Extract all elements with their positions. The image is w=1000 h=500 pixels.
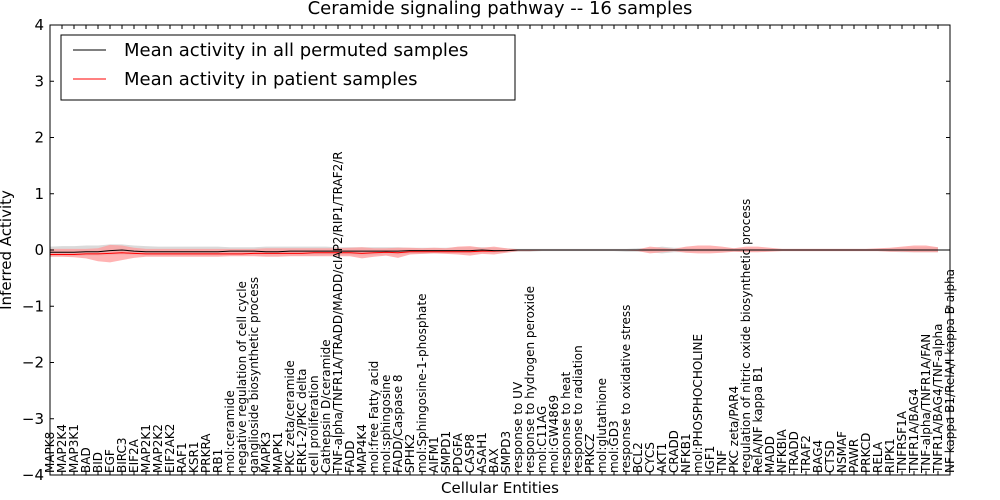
y-tick-label: −1 [22, 297, 44, 315]
x-axis-label: Cellular Entities [441, 479, 559, 497]
y-tick-label: 1 [34, 185, 44, 203]
x-tick-label: SMPD1 [439, 431, 453, 473]
x-tick-label: response to oxidative stress [619, 305, 633, 473]
x-tick-label: PKC zeta/PAR4 [727, 386, 741, 473]
x-tick-label: MAP2K4 [55, 424, 69, 473]
x-tick-label: MAPK3 [259, 432, 273, 473]
x-tick-label: mol:GD3 [607, 420, 621, 473]
x-tick-label: TNF-alpha/TNFR1A/FAN [919, 334, 933, 474]
y-tick-label: −3 [22, 410, 44, 428]
x-tick-label: mol:PHOSPHOCHOLINE [691, 334, 705, 473]
y-axis-label: Inferred Activity [0, 190, 15, 310]
x-tick-label: ASAH1 [475, 432, 489, 473]
x-tick-label: cell proliferation [307, 375, 321, 473]
x-tick-label: MAP4K4 [355, 424, 369, 473]
x-tick-label: mol:Sphingosine-1-phosphate [415, 294, 429, 474]
y-tick-label: −2 [22, 354, 44, 372]
y-tick-label: 4 [34, 16, 44, 34]
x-axis-ticks: MAPK8MAP2K4MAP3K1BADBIDEGFBIRC3EIF2AMAP2… [43, 25, 957, 475]
x-tick-label: mol:glutathione [595, 378, 609, 473]
x-tick-label: TNFR1A/BAG4 [907, 388, 921, 474]
x-tick-label: mol:GW4869 [547, 395, 561, 473]
x-tick-label: Cathepsin D/ceramide [319, 339, 333, 473]
x-tick-label: TNFR1A/BAG4/TNF-alpha [931, 324, 945, 474]
x-tick-label: regulation of nitric oxide biosynthetic … [739, 199, 753, 473]
x-tick-label: AKT1 [655, 443, 669, 473]
x-tick-label: PRKRA [199, 433, 213, 473]
x-tick-label: EIF2A [127, 438, 141, 473]
x-tick-label: CRADD [667, 430, 681, 473]
x-tick-label: EGF [103, 449, 117, 473]
x-tick-label: BIRC3 [115, 437, 129, 473]
x-tick-label: BAD [79, 447, 93, 473]
y-tick-label: −4 [22, 466, 44, 484]
x-tick-label: response to hydrogen peroxide [523, 286, 537, 473]
x-tick-label: PKC zeta/ceramide [283, 360, 297, 473]
x-tick-label: CYCS [643, 442, 657, 473]
x-tick-label: IGF1 [703, 446, 717, 473]
x-tick-label: MAPK1 [271, 432, 285, 473]
permuted-mean-line [50, 249, 950, 253]
x-tick-label: BAX [487, 448, 501, 473]
x-tick-label: MAP2K2 [151, 424, 165, 473]
x-tick-label: BCL2 [631, 442, 645, 473]
x-tick-label: TNFRSF1A [895, 410, 909, 474]
x-tick-label: BID [91, 452, 105, 473]
x-tick-label: PRKCZ [583, 434, 597, 473]
x-tick-label: RELA [871, 441, 885, 473]
x-tick-label: negative regulation of cell cycle [235, 281, 249, 473]
x-tick-label: response to heat [559, 371, 573, 473]
x-tick-label: response to UV [511, 381, 525, 473]
x-tick-label: RelA/NF kappa B1 [751, 366, 765, 473]
x-tick-label: RB1 [211, 449, 225, 473]
x-tick-label: PRKCD [859, 433, 873, 473]
x-tick-label: FADD/Caspase 8 [391, 374, 405, 473]
legend-label-permuted: Mean activity in all permuted samples [124, 40, 468, 61]
legend-box [60, 34, 516, 101]
x-tick-label: ganglioside biosynthetic process [247, 277, 261, 473]
x-tick-label: NF kappa B1/RelA/I kappa B alpha [943, 269, 957, 473]
chart-title: Ceramide signaling pathway -- 16 samples [308, 0, 693, 19]
x-tick-label: MAP3K1 [67, 424, 81, 473]
x-tick-label: NSMAF [835, 431, 849, 473]
x-tick-label: TRAF2 [799, 435, 813, 474]
x-tick-label: BAG4 [811, 440, 825, 473]
x-tick-label: PDGFA [451, 432, 465, 473]
x-tick-label: NFKBIA [775, 428, 789, 473]
x-tick-label: mol:sphingosine [379, 375, 393, 473]
x-tick-label: mol:ceramide [223, 390, 237, 473]
x-tick-label: SPHK2 [403, 434, 417, 473]
x-tick-label: PAWR [847, 439, 861, 473]
x-tick-label: NFKB1 [679, 433, 693, 473]
legend: Mean activity in all permuted samples Me… [60, 34, 516, 101]
activity-lines [50, 249, 950, 255]
y-tick-label: 0 [34, 241, 44, 259]
x-tick-label: mol:free Fatty acid [367, 361, 381, 473]
x-tick-label: CTSD [823, 440, 837, 473]
patient-spread-band [50, 244, 938, 263]
y-tick-label: 3 [34, 72, 44, 90]
x-tick-label: ERK1-2/PKC delta [295, 369, 309, 473]
x-tick-label: TNF-alpha/TNFR1A/TRADD/MADD/cIAP2/RIP1/T… [331, 151, 345, 474]
x-tick-label: SMPD3 [499, 431, 513, 473]
x-tick-label: MAP2K1 [139, 424, 153, 473]
x-tick-label: CASP8 [463, 434, 477, 473]
x-tick-label: MAPK8 [43, 432, 57, 473]
x-tick-label: TRADD [787, 431, 801, 474]
x-tick-label: response to radiation [571, 345, 585, 473]
x-tick-label: FADD [343, 441, 357, 474]
y-tick-label: 2 [34, 129, 44, 147]
x-tick-label: mol:C11AG [535, 406, 549, 473]
legend-label-patient: Mean activity in patient samples [124, 69, 418, 90]
x-tick-label: MADD [763, 436, 777, 473]
x-tick-label: TNF [715, 450, 729, 474]
x-tick-label: EIF2AK2 [163, 424, 177, 473]
x-tick-label: RAF1 [175, 442, 189, 473]
x-tick-label: AIFM1 [427, 436, 441, 473]
y-axis-ticks: −4 −3 −2 −1 0 1 2 3 4 [22, 16, 950, 484]
x-tick-label: KSR1 [187, 442, 201, 473]
x-tick-label: RIPK1 [883, 438, 897, 473]
